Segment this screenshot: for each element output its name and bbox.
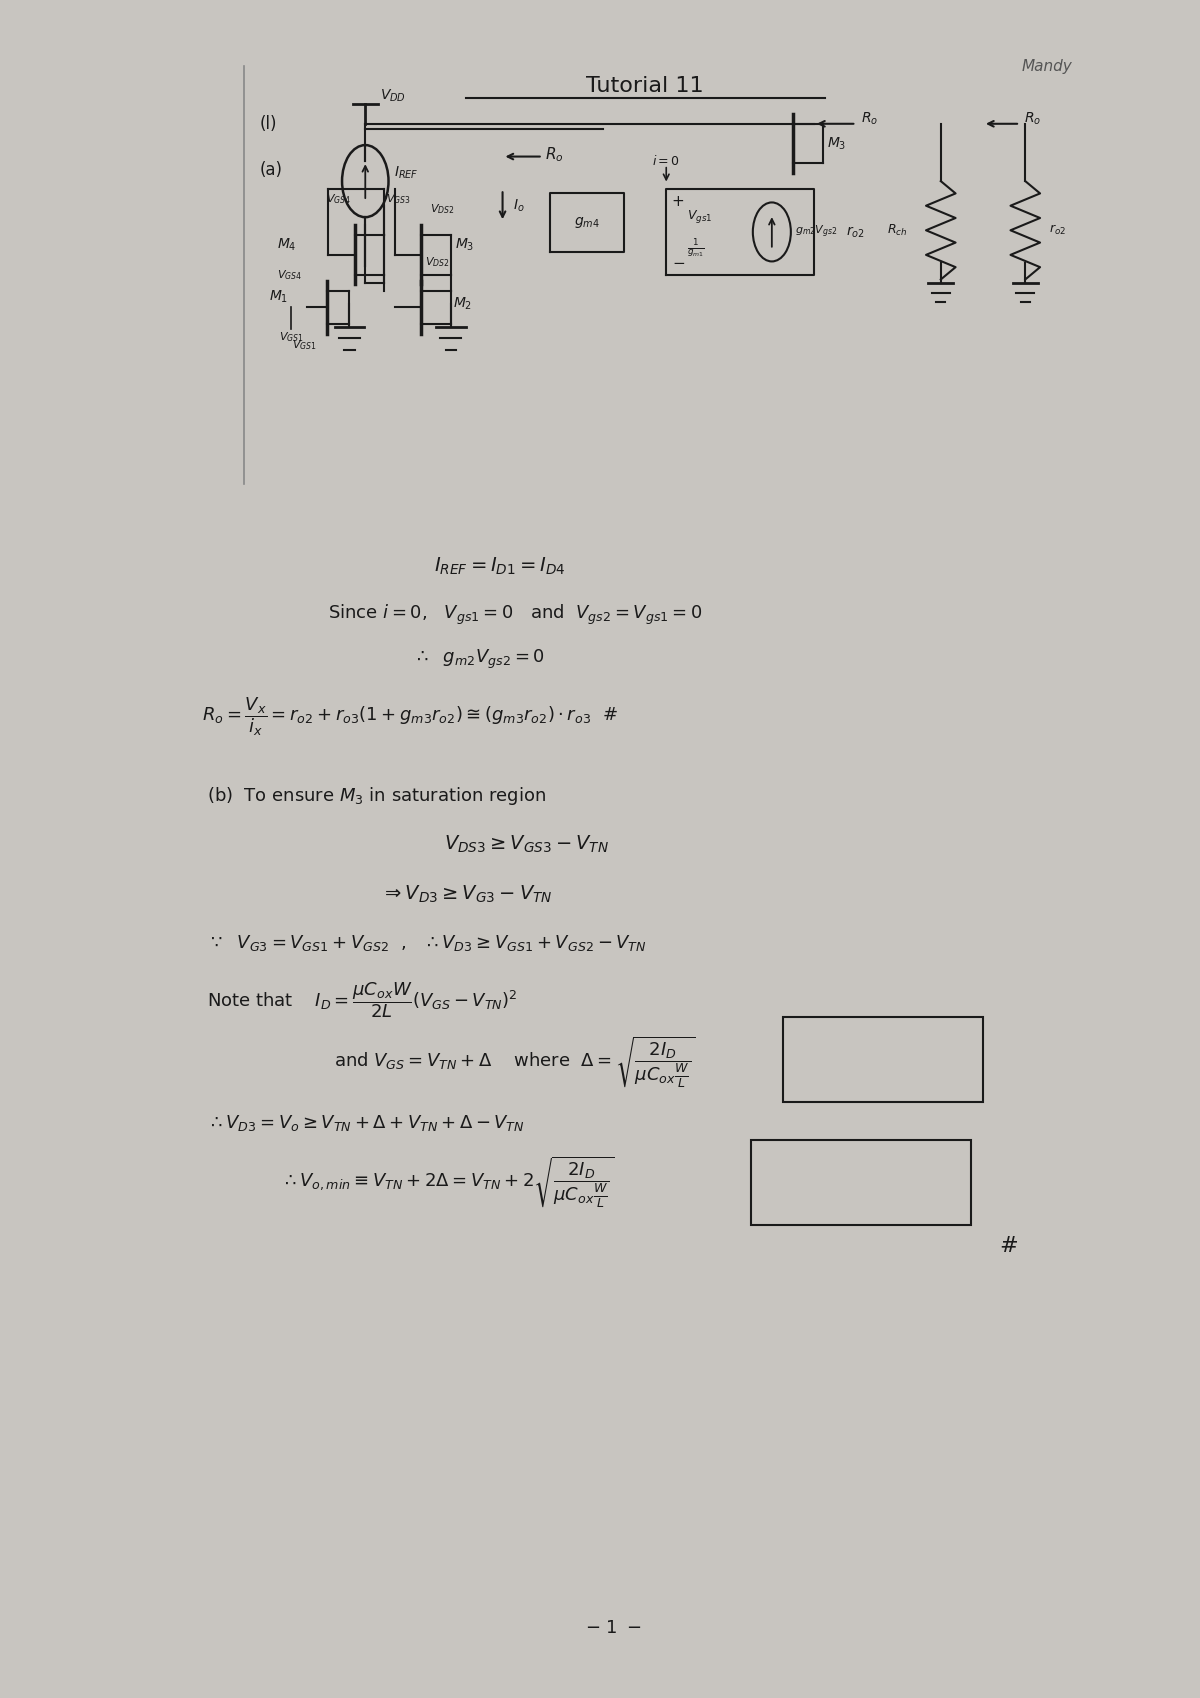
Text: $V_{GS1}$: $V_{GS1}$: [278, 329, 304, 345]
Text: $\because$  $V_{G3} = V_{GS1} + V_{GS2}$  ,   $\therefore V_{D3} \geq V_{GS1} + : $\because$ $V_{G3} = V_{GS1} + V_{GS2}$ …: [206, 934, 647, 953]
Text: Note that    $I_D = \dfrac{\mu C_{ox} W}{2L}(V_{GS} - V_{TN})^2$: Note that $I_D = \dfrac{\mu C_{ox} W}{2L…: [206, 981, 517, 1020]
Text: $M_4$: $M_4$: [277, 236, 296, 253]
Text: $V_{DD}$: $V_{DD}$: [380, 88, 406, 104]
Text: $-\ 1\ -$: $-\ 1\ -$: [586, 1618, 642, 1637]
Text: $g_{m2}V_{gs2}$: $g_{m2}V_{gs2}$: [796, 224, 838, 239]
Text: $I_{REF} = I_{D1} = I_{D4}$: $I_{REF} = I_{D1} = I_{D4}$: [434, 555, 565, 577]
Text: $\therefore V_{o,min} \equiv V_{TN} + 2\Delta = V_{TN} + 2\sqrt{\dfrac{2I_D}{\mu: $\therefore V_{o,min} \equiv V_{TN} + 2\…: [281, 1155, 614, 1211]
Text: $\Rightarrow V_{D3} \geq V_{G3} - V_{TN}$: $\Rightarrow V_{D3} \geq V_{G3} - V_{TN}…: [382, 883, 553, 905]
Text: $r_{o2}$: $r_{o2}$: [1049, 222, 1066, 238]
Text: $\therefore V_{D3} = V_o \geq V_{TN} + \Delta + V_{TN} + \Delta - V_{TN}$: $\therefore V_{D3} = V_o \geq V_{TN} + \…: [206, 1114, 524, 1133]
Text: $V_{DS2}$: $V_{DS2}$: [430, 202, 455, 216]
Text: $\frac{1}{g_{m1}}$: $\frac{1}{g_{m1}}$: [688, 238, 706, 260]
Text: $-$: $-$: [672, 255, 685, 270]
Text: $V_{GS1}$: $V_{GS1}$: [292, 338, 317, 351]
Text: Mandy: Mandy: [1022, 59, 1073, 75]
Text: $R_{ch}$: $R_{ch}$: [887, 222, 907, 238]
Text: $V_{DS2}$: $V_{DS2}$: [425, 255, 450, 268]
Text: $V_{gs1}$: $V_{gs1}$: [688, 207, 713, 224]
Text: $\#$: $\#$: [998, 1236, 1018, 1257]
Text: $V_{GS3}$: $V_{GS3}$: [386, 192, 412, 205]
Text: $M_3$: $M_3$: [827, 136, 846, 151]
Text: $R_o$: $R_o$: [545, 146, 564, 165]
Text: $M_2$: $M_2$: [452, 295, 472, 312]
Text: $V_{GS4}$: $V_{GS4}$: [326, 192, 352, 205]
Text: +: +: [672, 194, 684, 209]
Text: $V_{DS3} \geq V_{GS3} - V_{TN}$: $V_{DS3} \geq V_{GS3} - V_{TN}$: [444, 834, 610, 856]
Text: $R_o$: $R_o$: [1025, 110, 1042, 127]
Text: $I_o$: $I_o$: [514, 197, 524, 214]
Text: $M_1$: $M_1$: [269, 289, 288, 306]
Text: $I_{REF}$: $I_{REF}$: [394, 165, 419, 182]
Text: (a): (a): [259, 161, 283, 178]
Text: $R_o = \dfrac{V_x}{i_x} = r_{o2} + r_{o3}(1 + g_{m3}r_{o2}) \cong (g_{m3}r_{o2}): $R_o = \dfrac{V_x}{i_x} = r_{o2} + r_{o3…: [202, 696, 617, 739]
Text: $V_{GS4}$: $V_{GS4}$: [277, 268, 302, 282]
Text: Since $i = 0$,   $V_{gs1} = 0$   and  $V_{gs2} = V_{gs1} = 0$: Since $i = 0$, $V_{gs1} = 0$ and $V_{gs2…: [329, 603, 703, 628]
Text: $i=0$: $i=0$: [653, 155, 680, 168]
Text: $M_3$: $M_3$: [455, 236, 474, 253]
Text: (b)  To ensure $M_3$ in saturation region: (b) To ensure $M_3$ in saturation region: [206, 784, 546, 807]
Text: Tutorial 11: Tutorial 11: [587, 76, 704, 97]
Text: and $V_{GS} = V_{TN} + \Delta$    where  $\Delta = \sqrt{\dfrac{2I_D}{\mu C_{ox}: and $V_{GS} = V_{TN} + \Delta$ where $\D…: [334, 1036, 695, 1090]
Text: $R_o$: $R_o$: [860, 110, 877, 127]
Text: $\therefore$  $g_{m2}V_{gs2} = 0$: $\therefore$ $g_{m2}V_{gs2} = 0$: [413, 649, 545, 671]
Text: (l): (l): [259, 115, 277, 132]
Text: $g_{m4}$: $g_{m4}$: [574, 214, 600, 229]
Text: $r_{o2}$: $r_{o2}$: [846, 224, 865, 239]
